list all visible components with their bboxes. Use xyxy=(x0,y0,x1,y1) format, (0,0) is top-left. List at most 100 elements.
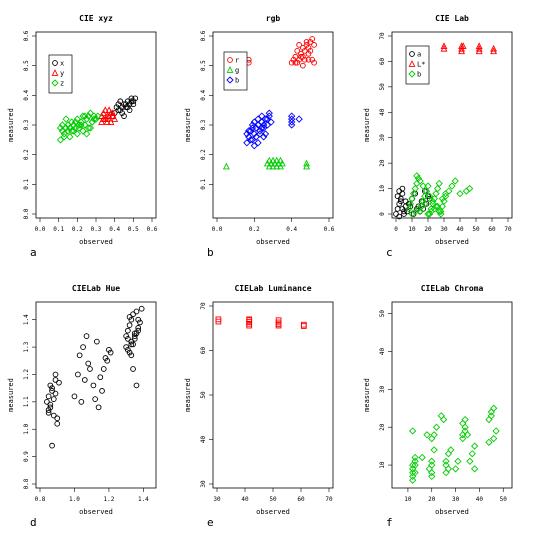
data-point xyxy=(130,311,136,318)
data-point xyxy=(56,124,65,132)
data-point xyxy=(71,393,78,400)
data-point xyxy=(475,44,483,52)
y-tick-label: 50 xyxy=(379,83,386,91)
legend-label: b xyxy=(235,77,239,85)
data-point xyxy=(396,213,403,220)
data-point xyxy=(123,104,129,111)
y-tick-label: 0.5 xyxy=(23,60,30,71)
data-point xyxy=(300,45,306,51)
data-point xyxy=(254,115,262,123)
data-point xyxy=(81,112,89,120)
data-point xyxy=(294,47,301,54)
data-point xyxy=(300,53,306,60)
x-tick-label: 40 xyxy=(456,226,464,233)
data-point xyxy=(288,118,296,126)
data-point xyxy=(421,200,429,208)
data-point xyxy=(47,401,54,408)
data-point xyxy=(411,453,419,462)
data-point xyxy=(52,377,59,383)
y-tick-label: 0.5 xyxy=(200,60,207,71)
data-point xyxy=(131,330,138,337)
data-point xyxy=(75,371,81,378)
data-point xyxy=(128,338,135,345)
data-point xyxy=(432,423,441,431)
data-point xyxy=(107,349,114,356)
data-point xyxy=(90,115,98,123)
data-point xyxy=(125,327,131,334)
data-point xyxy=(411,184,419,193)
data-point xyxy=(131,336,138,342)
data-point xyxy=(468,450,476,458)
data-point xyxy=(425,192,434,200)
data-point xyxy=(418,453,426,462)
data-point xyxy=(92,396,98,402)
data-point xyxy=(485,438,493,446)
data-point xyxy=(459,42,467,50)
data-point xyxy=(79,112,87,120)
legend-marker xyxy=(409,51,415,57)
x-tick-label: 0.0 xyxy=(35,226,46,233)
y-axis-label: measured xyxy=(363,378,371,412)
panel-e: CIELab Luminance 30 40 50 60 70 30 40 50 60 70 obse… xyxy=(184,283,334,529)
data-point xyxy=(123,101,129,108)
y-tick-label: 0 xyxy=(379,212,386,216)
data-point xyxy=(103,115,111,122)
data-point xyxy=(490,404,498,412)
y-tick-label: 1.3 xyxy=(23,341,30,352)
y-tick-label: 30 xyxy=(379,385,386,393)
data-point xyxy=(432,202,440,211)
data-point xyxy=(245,133,253,141)
data-point xyxy=(243,130,251,138)
data-point xyxy=(104,357,111,364)
data-point xyxy=(303,42,310,48)
data-point xyxy=(100,366,107,372)
data-point xyxy=(461,415,469,424)
data-point xyxy=(76,352,83,359)
data-point xyxy=(295,115,303,123)
data-point xyxy=(86,124,95,132)
data-point xyxy=(433,202,442,211)
x-tick-label: 10 xyxy=(404,496,412,503)
data-point xyxy=(416,207,424,216)
data-point xyxy=(437,412,445,420)
data-point xyxy=(411,461,419,469)
data-point xyxy=(405,205,413,213)
data-point xyxy=(113,104,120,111)
data-point xyxy=(394,206,401,212)
data-point xyxy=(115,101,122,108)
data-point xyxy=(406,200,415,208)
data-point xyxy=(243,139,251,147)
y-tick-label: 30 xyxy=(200,480,207,488)
data-point xyxy=(402,198,409,205)
data-point xyxy=(50,412,57,419)
data-point xyxy=(416,177,424,185)
data-point xyxy=(303,39,310,45)
y-tick-label: 20 xyxy=(379,423,386,431)
y-tick-label: 0.1 xyxy=(200,179,207,190)
data-point xyxy=(311,59,317,66)
data-point xyxy=(430,446,438,454)
y-tick-label: 10 xyxy=(379,185,386,193)
data-point xyxy=(448,182,456,190)
data-point xyxy=(409,472,417,481)
data-point xyxy=(263,115,272,123)
data-point xyxy=(75,121,83,129)
legend-label: z xyxy=(60,80,64,88)
data-point xyxy=(128,341,135,348)
legend-marker xyxy=(227,57,233,63)
panel-letter: f xyxy=(386,516,393,529)
data-point xyxy=(126,349,133,356)
data-point xyxy=(128,95,135,102)
data-point xyxy=(58,121,67,129)
data-point xyxy=(130,366,136,372)
panel-title: CIE Lab xyxy=(435,14,469,23)
y-tick-label: 1.1 xyxy=(23,396,30,407)
y-tick-label: 0.1 xyxy=(23,179,30,190)
data-point xyxy=(411,457,419,465)
data-point xyxy=(461,423,469,431)
data-point xyxy=(300,62,306,69)
panel-letter: e xyxy=(207,516,214,529)
data-point xyxy=(409,190,418,198)
x-axis-label: observed xyxy=(79,508,113,516)
data-point xyxy=(50,396,57,402)
